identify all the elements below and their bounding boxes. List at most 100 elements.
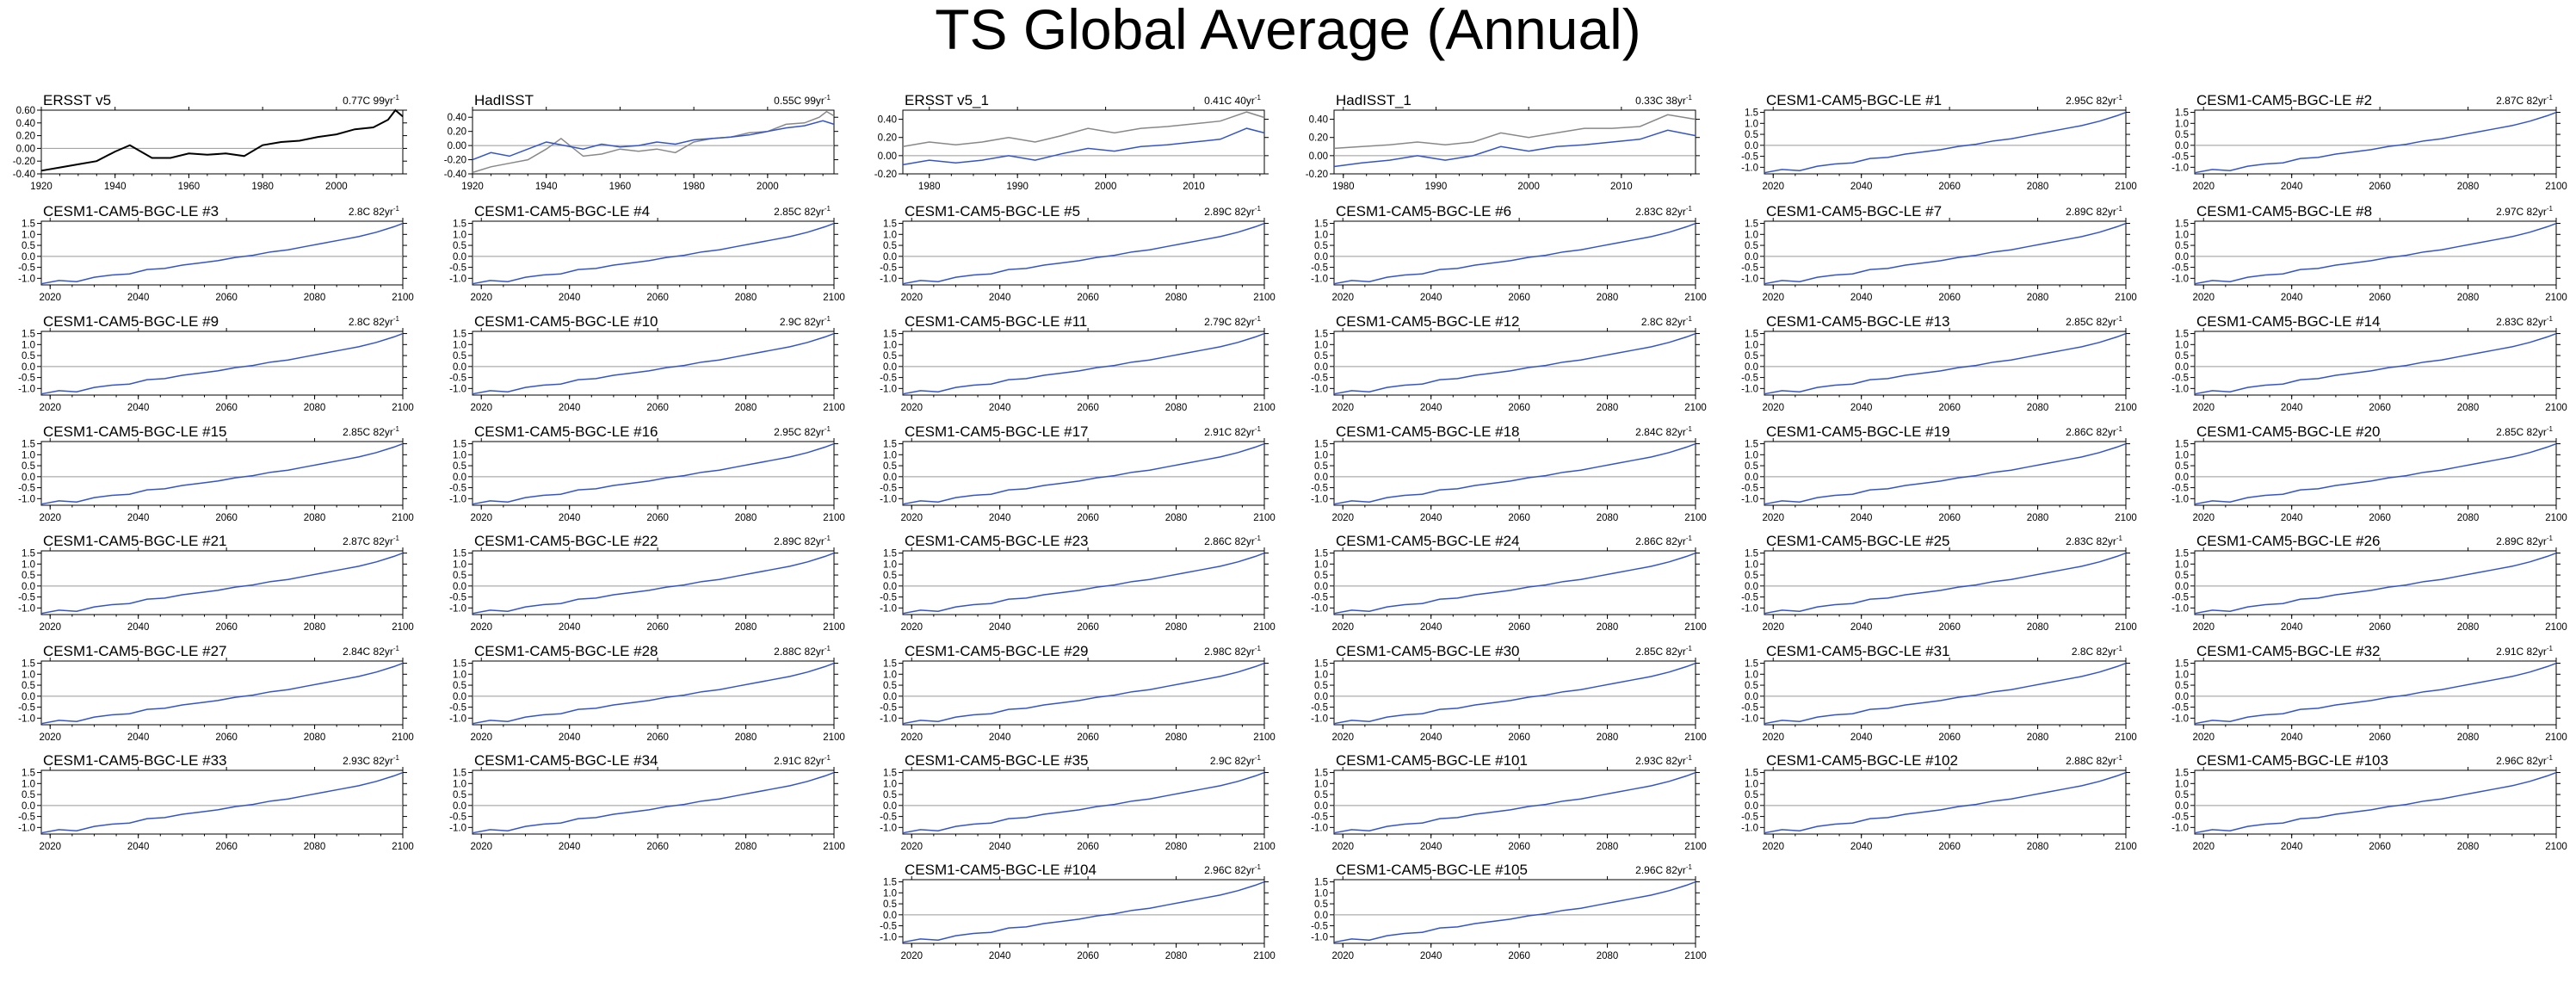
trend-label: 2.79C 82yr-1 <box>1204 315 1261 328</box>
y-tick-label: 1.5 <box>1745 769 1758 779</box>
y-tick-label: -1.0 <box>2171 384 2189 394</box>
x-tick-label: 2060 <box>1077 403 1099 413</box>
panel-title: CESM1-CAM5-BGC-LE #7 <box>1766 203 1942 219</box>
x-tick-label: 2020 <box>2192 182 2215 192</box>
panel-title: CESM1-CAM5-BGC-LE #16 <box>474 423 658 440</box>
x-tick-label: 2040 <box>1420 403 1442 413</box>
trend-label: 2.96C 82yr-1 <box>1204 863 1261 876</box>
x-tick-label: 2100 <box>392 513 414 523</box>
y-tick-label: 1.5 <box>2175 769 2189 779</box>
plot-frame <box>1764 220 2127 286</box>
chart-panel: CESM1-CAM5-BGC-LE #18 2.84C 82yr-1 2020 204… <box>1294 419 1708 527</box>
trend-label: 2.9C 82yr-1 <box>780 315 831 328</box>
y-tick-label: 0.0 <box>1314 801 1328 812</box>
x-tick-label: 2100 <box>823 403 845 413</box>
series-line <box>2194 771 2557 834</box>
y-tick-label: 1.5 <box>883 219 897 230</box>
x-tick-label: 2060 <box>1508 732 1530 743</box>
series-line <box>472 332 835 395</box>
y-tick-label: 0.20 <box>1309 133 1328 144</box>
y-tick-label: 1.0 <box>1314 450 1328 460</box>
series-line <box>1764 552 2127 615</box>
y-tick-label: 1.0 <box>1745 450 1758 460</box>
x-tick-label: 2000 <box>325 182 348 192</box>
panel-title: CESM1-CAM5-BGC-LE #18 <box>1336 423 1520 440</box>
y-tick-label: -1.0 <box>880 384 897 394</box>
trend-label: 2.8C 82yr-1 <box>2072 645 2123 658</box>
chart-svg: CESM1-CAM5-BGC-LE #13 2.85C 82yr-1 2020 204… <box>1741 313 2137 413</box>
x-tick-label: 2040 <box>1420 622 1442 633</box>
panel-title: HadISST_1 <box>1336 92 1412 108</box>
series-line <box>40 108 404 172</box>
x-tick-label: 2060 <box>1938 293 1961 303</box>
chart-svg: CESM1-CAM5-BGC-LE #5 2.89C 82yr-1 2020 2040… <box>880 203 1276 303</box>
x-tick-label: 2040 <box>1850 182 1873 192</box>
y-tick-label: 0.40 <box>448 113 466 123</box>
y-tick-label: 0.5 <box>1314 351 1328 362</box>
y-tick-label: -0.5 <box>1741 593 1758 603</box>
trend-superscript: -1 <box>393 94 400 102</box>
x-tick-label: 2060 <box>1077 622 1099 633</box>
chart-panel: CESM1-CAM5-BGC-LE #30 2.85C 82yr-1 2020 204… <box>1294 639 1708 746</box>
y-tick-label: 1.0 <box>1314 779 1328 789</box>
chart-panel: CESM1-CAM5-BGC-LE #26 2.89C 82yr-1 2020 204… <box>2155 528 2568 636</box>
plot-frame <box>902 109 1265 175</box>
y-tick-label: 1.0 <box>22 230 35 240</box>
x-tick-label: 2080 <box>304 622 326 633</box>
chart-svg: HadISST 0.55C 99yr-1 1920 1940 1960 1980 2000 0… <box>444 92 838 192</box>
y-tick-label: -1.0 <box>1741 823 1758 833</box>
x-tick-label: 2040 <box>989 732 1011 743</box>
x-tick-label: 2060 <box>215 513 238 523</box>
x-tick-label: 2040 <box>127 842 150 852</box>
series-line <box>472 552 835 615</box>
y-tick-label: 1.5 <box>453 549 466 559</box>
x-tick-label: 2040 <box>2281 182 2303 192</box>
y-tick-label: 1.0 <box>1314 888 1328 899</box>
series-line <box>902 127 1265 166</box>
trend-label: 2.93C 82yr-1 <box>1635 754 1692 767</box>
x-tick-label: 2080 <box>2027 293 2049 303</box>
panel-title: CESM1-CAM5-BGC-LE #34 <box>474 752 658 769</box>
x-tick-label: 2060 <box>1077 293 1099 303</box>
trend-label: 2.89C 82yr-1 <box>2066 205 2122 218</box>
trend-superscript: -1 <box>2547 645 2554 652</box>
y-tick-label: 1.5 <box>1745 330 1758 340</box>
panel-title: CESM1-CAM5-BGC-LE #20 <box>2196 423 2381 440</box>
y-tick-label: 0.5 <box>22 681 35 691</box>
x-tick-label: 2040 <box>1850 622 1873 633</box>
x-tick-label: 2020 <box>39 293 61 303</box>
plot-frame <box>472 550 835 615</box>
trend-superscript: -1 <box>1255 315 1262 323</box>
y-tick-label: 1.0 <box>22 450 35 460</box>
trend-label: 2.86C 82yr-1 <box>1204 535 1261 547</box>
x-tick-label: 2080 <box>1597 951 1619 961</box>
series-line <box>1333 442 1696 505</box>
x-tick-label: 2100 <box>823 293 845 303</box>
y-tick-label: -1.0 <box>1311 494 1328 504</box>
y-tick-label: 0.0 <box>22 801 35 812</box>
x-tick-label: 2020 <box>470 842 492 852</box>
plot-frame <box>40 109 404 175</box>
plot-frame <box>472 769 835 835</box>
y-tick-label: 1.0 <box>453 340 466 350</box>
x-tick-label: 2080 <box>304 513 326 523</box>
series-line <box>472 222 835 285</box>
x-tick-label: 2100 <box>2115 403 2137 413</box>
chart-panel: CESM1-CAM5-BGC-LE #7 2.89C 82yr-1 2020 2040… <box>1725 199 2138 306</box>
x-tick-label: 2060 <box>1508 951 1530 961</box>
trend-superscript: -1 <box>393 535 400 542</box>
y-tick-label: 1.5 <box>883 769 897 779</box>
series-line <box>1764 332 2127 395</box>
x-tick-label: 2020 <box>1331 622 1354 633</box>
y-tick-label: 1.5 <box>1314 878 1328 888</box>
chart-panel: CESM1-CAM5-BGC-LE #33 2.93C 82yr-1 2020 204… <box>2 748 415 856</box>
x-tick-label: 2100 <box>1253 513 1276 523</box>
series-line <box>1764 222 2127 285</box>
trend-label: 2.83C 82yr-1 <box>2496 315 2553 328</box>
x-tick-label: 2080 <box>2457 622 2480 633</box>
y-tick-label: 0.0 <box>2175 362 2189 373</box>
chart-svg: CESM1-CAM5-BGC-LE #19 2.86C 82yr-1 2020 204… <box>1741 423 2137 523</box>
trend-label: 2.86C 82yr-1 <box>1635 535 1692 547</box>
series-line <box>902 222 1265 285</box>
chart-svg: CESM1-CAM5-BGC-LE #2 2.87C 82yr-1 2020 2040… <box>2171 92 2567 192</box>
